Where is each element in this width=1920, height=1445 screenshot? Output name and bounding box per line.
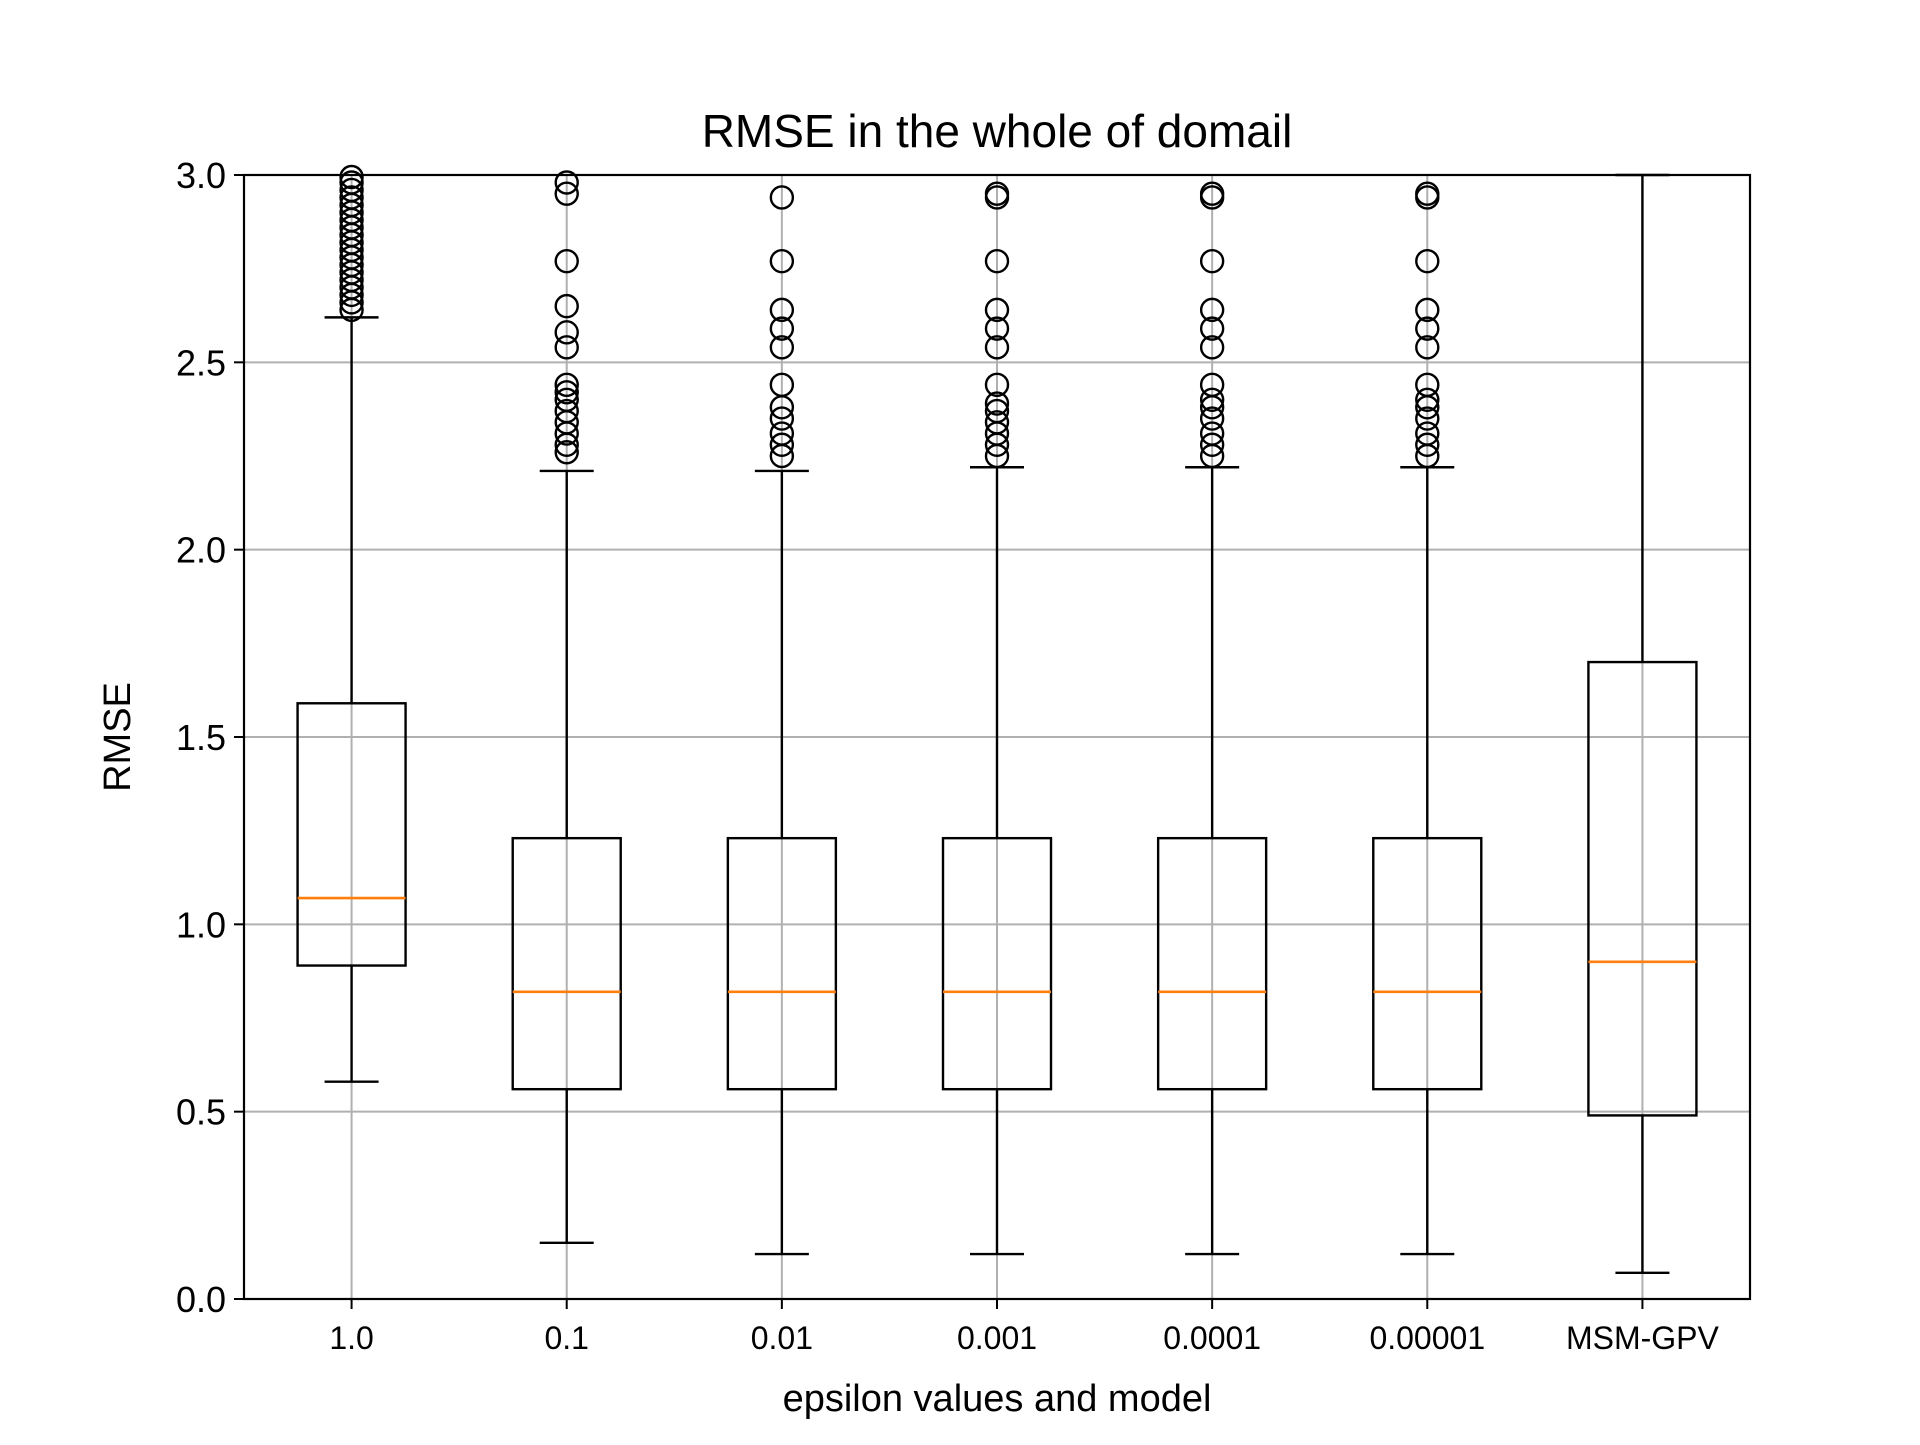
outlier-point <box>1415 387 1440 412</box>
x-tick-label: 0.01 <box>751 1320 813 1356</box>
outlier-point <box>339 170 364 195</box>
iqr-box <box>511 836 622 1091</box>
x-tick-label: MSM-GPV <box>1566 1320 1720 1356</box>
outlier-point <box>984 248 1010 274</box>
y-tick-label: 2.5 <box>176 342 226 383</box>
x-tick-label: 0.1 <box>544 1320 588 1356</box>
iqr-box <box>1587 660 1698 1117</box>
outlier-point <box>554 320 579 345</box>
outlier-point <box>769 335 795 360</box>
outlier-point <box>1415 335 1440 360</box>
outlier-point <box>769 421 795 446</box>
outlier-point <box>1199 432 1225 457</box>
outlier-point <box>554 398 579 424</box>
outlier-point <box>984 410 1010 435</box>
y-tick-label: 0.5 <box>176 1092 226 1133</box>
y-axis-label: RMSE <box>97 682 139 792</box>
outlier-point <box>984 398 1010 424</box>
x-axis-label: epsilon values and model <box>783 1378 1212 1420</box>
outlier-point <box>1415 432 1440 457</box>
outlier-point <box>769 297 795 323</box>
outlier-point <box>984 181 1010 206</box>
outlier-point <box>554 380 579 405</box>
y-tick-label: 3.0 <box>176 155 226 196</box>
outlier-point <box>1415 406 1440 431</box>
outlier-point <box>769 406 795 431</box>
outlier-point <box>984 372 1010 398</box>
box-group <box>726 185 838 1256</box>
outlier-point <box>339 185 364 210</box>
outlier-point <box>1415 181 1440 206</box>
outlier-point <box>984 335 1010 360</box>
iqr-box <box>296 702 407 967</box>
box-group <box>296 164 407 1083</box>
outlier-point <box>769 185 795 210</box>
outlier-point <box>1199 421 1225 446</box>
outlier-point <box>1199 297 1225 323</box>
outlier-point <box>1199 316 1225 341</box>
outlier-point <box>1415 421 1440 446</box>
outlier-point <box>769 432 795 457</box>
x-tick-label: 1.0 <box>329 1320 373 1356</box>
box-group <box>1156 181 1268 1256</box>
x-tick-label: 0.00001 <box>1369 1320 1485 1356</box>
iqr-box <box>726 836 838 1091</box>
outlier-point <box>554 248 579 274</box>
outlier-point <box>554 335 579 360</box>
box-series <box>296 164 1698 1274</box>
x-tick-label: 0.001 <box>957 1320 1037 1356</box>
outlier-point <box>769 248 795 274</box>
outlier-point <box>984 297 1010 323</box>
outlier-point <box>554 440 579 465</box>
outlier-point <box>1415 316 1440 341</box>
axes: 0.0 0.5 1.0 1.5 2.0 2.5 3.0 1.0 0.1 0.01 0.001 0.00… <box>176 155 1720 1356</box>
y-tick-label: 2.0 <box>176 530 226 571</box>
outlier-point <box>1199 406 1225 431</box>
outlier-point <box>984 391 1010 416</box>
chart-title: RMSE in the whole of domail <box>702 105 1293 157</box>
outlier-point <box>554 387 579 412</box>
outlier-point <box>1415 372 1440 398</box>
iqr-box <box>1372 836 1483 1091</box>
outlier-point <box>554 372 579 398</box>
box-group <box>1372 181 1483 1256</box>
outlier-point <box>1415 297 1440 323</box>
outlier-point <box>1199 387 1225 412</box>
x-tick-label: 0.0001 <box>1163 1320 1261 1356</box>
outlier-point <box>769 316 795 341</box>
outlier-point <box>339 164 364 190</box>
y-tick-label: 0.0 <box>176 1279 226 1320</box>
box-group <box>941 181 1053 1256</box>
outlier-point <box>554 170 579 195</box>
outlier-point <box>1199 372 1225 398</box>
outlier-point <box>1415 248 1440 274</box>
outlier-point <box>984 316 1010 341</box>
outlier-point <box>554 293 579 319</box>
outlier-point <box>339 177 364 203</box>
box-group <box>511 170 622 1245</box>
outlier-point <box>554 181 579 206</box>
iqr-box <box>941 836 1053 1091</box>
outlier-point <box>1199 248 1225 274</box>
outlier-point <box>1199 335 1225 360</box>
y-tick-label: 1.0 <box>176 904 226 945</box>
iqr-box <box>1156 836 1268 1091</box>
y-tick-label: 1.5 <box>176 717 226 758</box>
box-group <box>1587 173 1698 1274</box>
outlier-point <box>1199 181 1225 206</box>
outlier-point <box>769 372 795 398</box>
